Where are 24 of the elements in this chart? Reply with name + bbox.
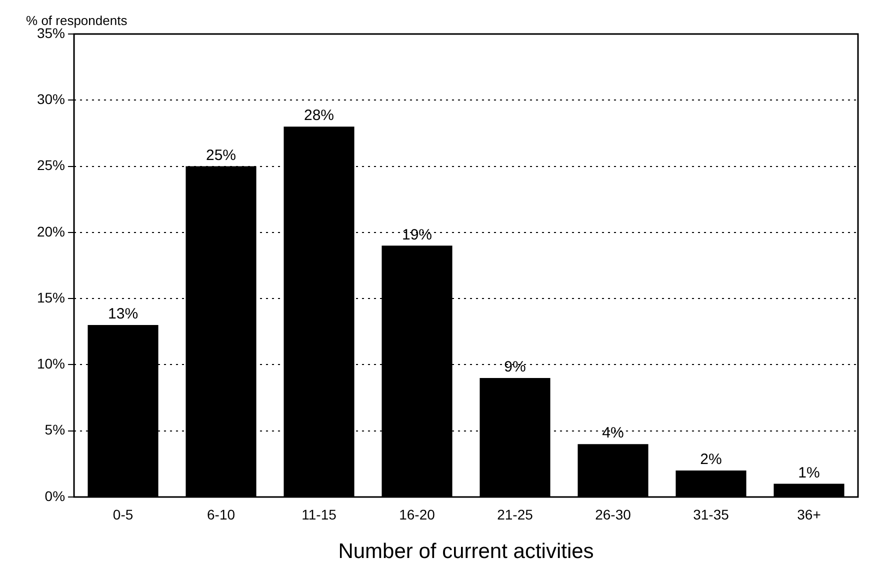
- x-tick-label: 26-30: [595, 506, 632, 522]
- data-label: 13%: [108, 306, 138, 323]
- x-axis-title: Number of current activities: [338, 540, 594, 564]
- x-tick-label: 6-10: [207, 506, 236, 522]
- data-label: 19%: [402, 226, 432, 244]
- data-label: 1%: [798, 464, 820, 482]
- y-tick-label: 0%: [44, 488, 66, 504]
- x-tick-label: 16-20: [399, 506, 436, 522]
- y-tick-label: 20%: [36, 223, 66, 240]
- y-tick-label: 10%: [36, 356, 66, 372]
- data-label: 2%: [700, 451, 722, 468]
- x-tick-label: 11-15: [302, 506, 337, 522]
- x-tick-label: 21-25: [497, 506, 534, 522]
- data-label: 9%: [504, 358, 526, 376]
- data-label: 4%: [602, 424, 624, 442]
- x-tick-label: 0-5: [112, 506, 134, 522]
- y-tick-label: 15%: [36, 289, 66, 306]
- y-tick-label: 30%: [36, 91, 66, 107]
- data-label: 25%: [206, 146, 236, 164]
- y-tick-label: 5%: [44, 422, 66, 438]
- x-tick-label: 31-35: [693, 506, 730, 522]
- x-tick-label: 36+: [797, 506, 821, 522]
- data-label: 28%: [304, 107, 334, 124]
- y-tick-label: 25%: [36, 157, 66, 174]
